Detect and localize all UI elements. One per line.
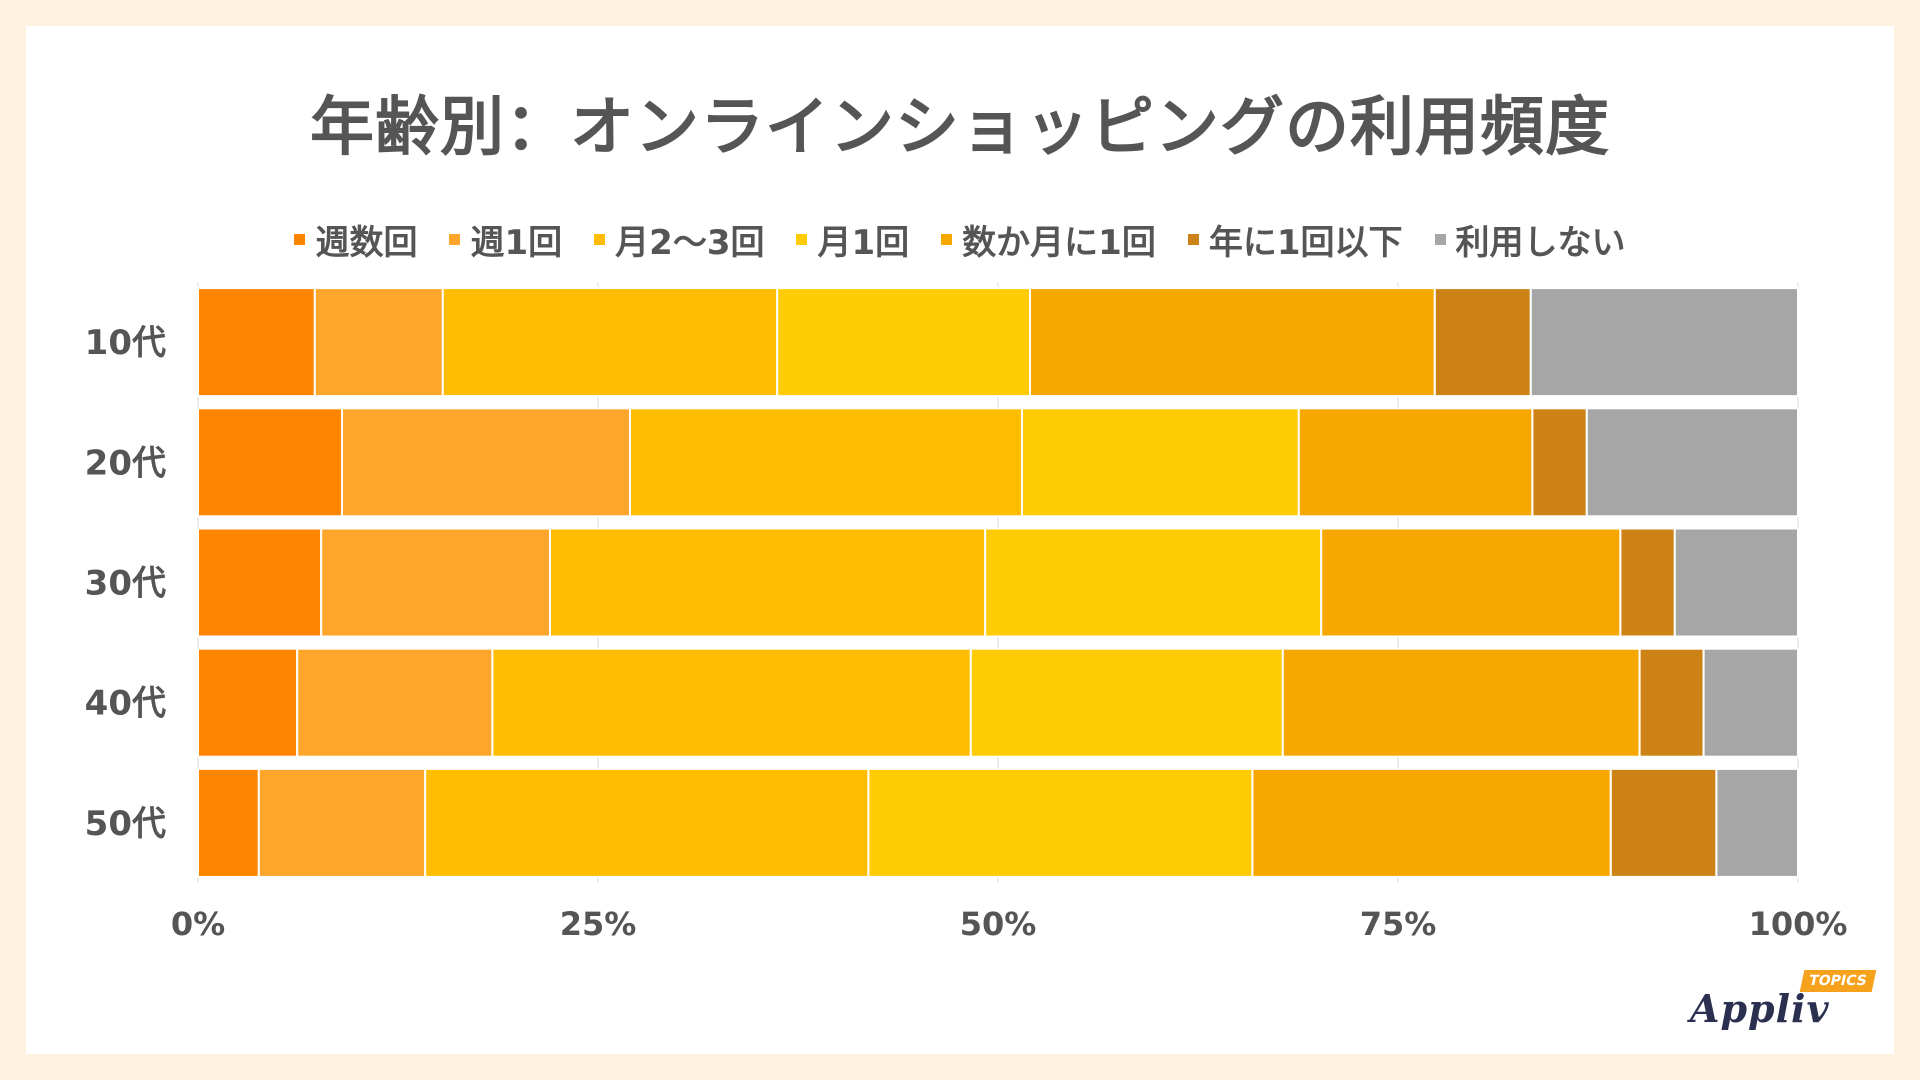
bar-segment [424,767,870,878]
x-tick-label: 25% [560,905,637,943]
bar-segment [197,767,260,878]
bar-segment [1433,287,1532,398]
legend-label: 利用しない [1455,222,1626,263]
bar-segment [313,287,444,398]
legend-swatch [941,233,953,245]
bar-segment [1702,647,1799,758]
legend-swatch [449,233,461,245]
legend-swatch [796,233,808,245]
bar-segment [1021,407,1300,518]
x-tick-label: 100% [1749,905,1848,943]
chart-legend: 週数回 週1回 月2〜3回 月1回 数か月に1回 年に1回以下 利用しない [0,214,1920,264]
bar-segment [1609,767,1718,878]
bar-segment [1029,287,1436,398]
bar-segment [1673,527,1800,638]
bar-segment [1281,647,1641,758]
bar-segment [1251,767,1612,878]
category-label: 20代 [85,443,166,483]
logo-tag: TOPICS [1799,970,1876,992]
bar-segment [491,647,972,758]
bar-segment [1529,287,1800,398]
bar-segment [1619,527,1676,638]
legend-item: 利用しない [1434,215,1626,264]
bar-segment [969,647,1284,758]
category-label: 10代 [85,323,166,363]
bar-segment [197,407,343,518]
legend-item: 月2〜3回 [594,215,764,264]
bar-segment [549,527,987,638]
bar-segment [629,407,1023,518]
category-label: 40代 [85,684,166,724]
legend-swatch [594,233,606,245]
bar-segment [296,647,494,758]
bar-segment [984,527,1323,638]
legend-swatch [1187,233,1199,245]
bar-segment [1638,647,1705,758]
x-tick-label: 50% [960,905,1037,943]
legend-swatch [294,233,306,245]
legend-item: 年に1回以下 [1187,215,1403,264]
legend-item: 数か月に1回 [941,215,1156,264]
legend-label: 月1回 [817,222,910,263]
x-tick-label: 0% [171,905,225,943]
chart-title: 年齢別：オンラインショッピングの利用頻度 [310,91,1610,165]
legend-item: 週1回 [449,215,562,264]
legend-label: 年に1回以下 [1208,222,1403,263]
appliv-topics-logo: Appliv TOPICS [1690,970,1880,1040]
legend-swatch [1434,233,1446,245]
x-tick-label: 75% [1360,905,1437,943]
legend-item: 週数回 [294,215,417,264]
bar-segment [341,407,631,518]
bar-segment [1585,407,1800,518]
bar-segment [197,527,323,638]
bar-segment [1320,527,1622,638]
bar-segment [320,527,552,638]
bar-segment [441,287,779,398]
legend-label: 週数回 [315,222,418,263]
legend-label: 数か月に1回 [962,222,1156,263]
bar-segment [197,287,316,398]
bar-segment [1531,407,1588,518]
legend-label: 週1回 [470,222,563,263]
bar-segment [776,287,1032,398]
logo-wordmark: Appliv [1690,986,1830,1031]
bar-segment [197,647,299,758]
bar-segment [1715,767,1800,878]
legend-label: 月2〜3回 [615,222,765,263]
bar-segment [867,767,1254,878]
bar-segment [1297,407,1534,518]
category-label: 50代 [85,804,166,844]
bar-segment [257,767,427,878]
legend-item: 月1回 [796,215,909,264]
category-label: 30代 [85,564,166,604]
